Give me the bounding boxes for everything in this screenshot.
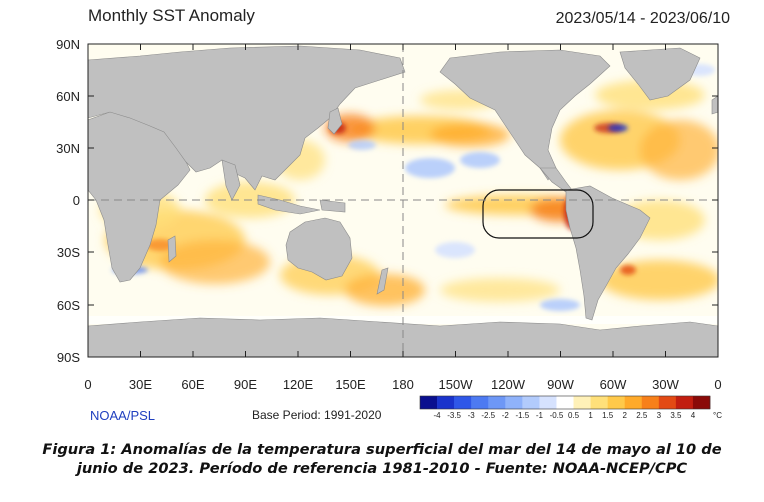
eurasia xyxy=(88,45,406,191)
lat-labels: 90N 60N 30N 0 30S 60S 90S xyxy=(56,37,80,365)
new-zealand xyxy=(376,267,389,295)
lat-label: 30N xyxy=(56,141,80,156)
lon-label: 90E xyxy=(234,377,257,392)
lon-label: 90W xyxy=(547,377,574,392)
colorbar-swatch xyxy=(692,396,711,409)
colorbar-label: 1.5 xyxy=(602,411,614,420)
colorbar-unit: °C xyxy=(713,411,722,420)
lon-labels: 0 30E 60E 90E 120E 150E 180 150W 120W 90… xyxy=(84,377,721,392)
colorbar-label: 2 xyxy=(622,411,627,420)
colorbar-swatch xyxy=(505,396,523,409)
colorbar-swatch xyxy=(590,396,608,409)
colorbar-swatch xyxy=(624,396,643,409)
lat-label: 60S xyxy=(57,298,80,313)
date-range: 2023/05/14 - 2023/06/10 xyxy=(555,10,730,27)
colorbar-swatch xyxy=(539,396,557,409)
base-period: Base Period: 1991-2020 xyxy=(252,408,382,422)
british-isles xyxy=(711,95,718,115)
japan xyxy=(327,107,343,135)
lat-label: 90S xyxy=(57,350,80,365)
lat-ticks xyxy=(88,43,718,358)
colorbar-label: 3 xyxy=(657,411,662,420)
australia xyxy=(285,217,353,281)
colorbar-label: 0.5 xyxy=(568,411,580,420)
colorbar-swatch xyxy=(437,396,455,409)
colorbar-swatch xyxy=(658,396,677,409)
lon-label: 150W xyxy=(439,377,474,392)
colorbar-swatch xyxy=(573,396,591,409)
lon-label: 60W xyxy=(600,377,627,392)
colorbar-swatch xyxy=(522,396,540,409)
lat-label: 60N xyxy=(56,89,80,104)
colorbar-label: -2.5 xyxy=(481,411,495,420)
colorbar-frame xyxy=(419,395,711,410)
lat-label: 30S xyxy=(57,245,80,260)
greenland xyxy=(619,47,701,101)
colorbar-label: -1 xyxy=(536,411,544,420)
credit-label: NOAA/PSL xyxy=(90,408,156,423)
colorbar-label: -4 xyxy=(433,411,441,420)
colorbar-label: -2 xyxy=(502,411,510,420)
lon-label: 0 xyxy=(714,377,721,392)
colorbar-swatch xyxy=(420,396,438,409)
lon-label: 120W xyxy=(491,377,526,392)
lat-label: 90N xyxy=(56,37,80,52)
india xyxy=(221,159,241,201)
colorbar-swatch xyxy=(607,396,626,409)
lon-label: 0 xyxy=(84,377,91,392)
colorbar-label: 4 xyxy=(691,411,696,420)
colorbar-label: 2.5 xyxy=(636,411,648,420)
map-title: Monthly SST Anomaly xyxy=(88,6,255,25)
lon-label: 30E xyxy=(129,377,152,392)
sst-anomaly-map: 90N 60N 30N 0 30S 60S 90S 0 30E 60E 90E … xyxy=(56,37,722,420)
madagascar xyxy=(167,235,177,263)
colorbar-label: 1 xyxy=(588,411,593,420)
colorbar-swatch xyxy=(641,396,660,409)
colorbar: -4 -3.5 -3 -2.5 -2 -1.5 -1 -0.5 0.5 1 1.5 2 2.5 3 3.5 4 xyxy=(419,395,711,420)
colorbar-label: -1.5 xyxy=(515,411,529,420)
lon-label: 120E xyxy=(283,377,314,392)
colorbar-label: -3 xyxy=(468,411,476,420)
colorbar-label: -3.5 xyxy=(447,411,461,420)
lat-label: 0 xyxy=(73,193,80,208)
lon-label: 150E xyxy=(335,377,366,392)
new-guinea xyxy=(319,199,346,213)
lon-label: 180 xyxy=(392,377,414,392)
lon-label: 60E xyxy=(181,377,204,392)
colorbar-swatch xyxy=(454,396,472,409)
south-america xyxy=(565,185,651,321)
lon-ticks xyxy=(87,44,719,357)
figure-caption: Figura 1: Anomalías de la temperatura su… xyxy=(42,441,722,477)
colorbar-label: 3.5 xyxy=(670,411,682,420)
colorbar-swatch xyxy=(556,396,574,409)
nino-region-highlight xyxy=(482,189,594,239)
colorbar-swatch xyxy=(675,396,694,409)
colorbar-swatch xyxy=(488,396,506,409)
colorbar-swatch xyxy=(471,396,489,409)
lon-label: 30W xyxy=(652,377,679,392)
colorbar-label: -0.5 xyxy=(550,411,564,420)
